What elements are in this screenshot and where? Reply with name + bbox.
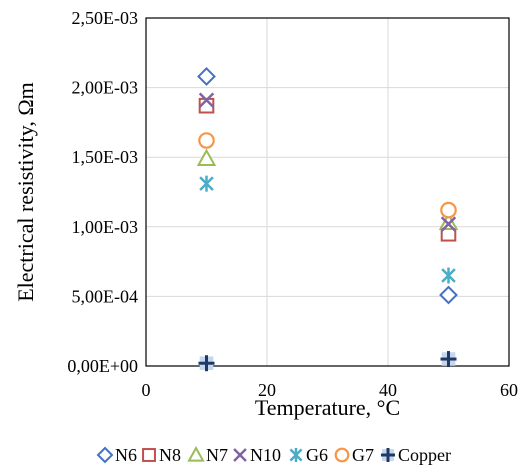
legend-marker-n10: [233, 448, 247, 462]
legend-marker-copper: [381, 448, 395, 462]
legend-label: N10: [250, 445, 281, 465]
y-tick-label: 0,00E+00: [67, 356, 138, 376]
grid: [145, 17, 510, 367]
legend-item-g7: G7: [334, 445, 374, 465]
data-point-n10: [440, 216, 457, 232]
legend-item-copper: Copper: [381, 445, 451, 465]
data-point-n7: [196, 148, 217, 166]
data-point-copper: [198, 355, 215, 372]
legend-label: N7: [206, 445, 228, 465]
legend-label: G6: [306, 445, 328, 465]
data-markers: [196, 67, 459, 372]
legend-marker-g6: [289, 448, 303, 462]
legend-item-n6: N6: [96, 445, 137, 465]
data-point-g7: [198, 132, 215, 149]
y-tick-label: 2,50E-03: [72, 8, 139, 28]
legend-item-n8: N8: [142, 445, 181, 465]
legend-marker-n6: [96, 446, 114, 464]
legend-marker-n7: [187, 445, 205, 462]
data-point-g6: [441, 267, 456, 284]
data-point-n6: [197, 67, 216, 86]
y-tick-label: 5,00E-04: [72, 286, 139, 306]
plot-area: [145, 17, 510, 367]
y-tick-label: 1,50E-03: [72, 147, 139, 167]
legend-item-g6: G6: [289, 445, 328, 465]
tick-labels: 0,00E+00 5,00E-04 1,00E-03 1,50E-03 2,00E-03…: [67, 8, 518, 400]
x-tick-label: 20: [258, 380, 276, 400]
x-tick-label: 60: [500, 380, 518, 400]
y-tick-label: 2,00E-03: [72, 78, 139, 98]
legend-label: G7: [352, 445, 374, 465]
y-tick-label: 1,00E-03: [72, 217, 139, 237]
x-tick-label: 40: [379, 380, 397, 400]
legend-label: Copper: [398, 445, 451, 465]
legend-label: N8: [159, 445, 181, 465]
data-point-n10: [198, 92, 215, 108]
legend-item-n7: N7: [187, 445, 228, 465]
data-point-n7: [438, 212, 459, 231]
x-tick-label: 0: [142, 380, 151, 400]
legend-item-n10: N10: [233, 445, 281, 465]
legend-marker-n8: [142, 448, 156, 462]
legend-marker-g7: [334, 447, 350, 463]
data-point-g7: [440, 201, 457, 219]
legend-label: N6: [115, 445, 137, 465]
legend: N6 N8 N7 N10 G6 G7 Copper: [96, 445, 451, 465]
y-axis-title: Electrical resistivity, Ωm: [13, 82, 38, 302]
data-point-n6: [439, 285, 458, 305]
data-point-g6: [199, 175, 214, 192]
x-axis-title: Temperature, °C: [255, 395, 400, 420]
data-point-copper: [440, 351, 457, 368]
